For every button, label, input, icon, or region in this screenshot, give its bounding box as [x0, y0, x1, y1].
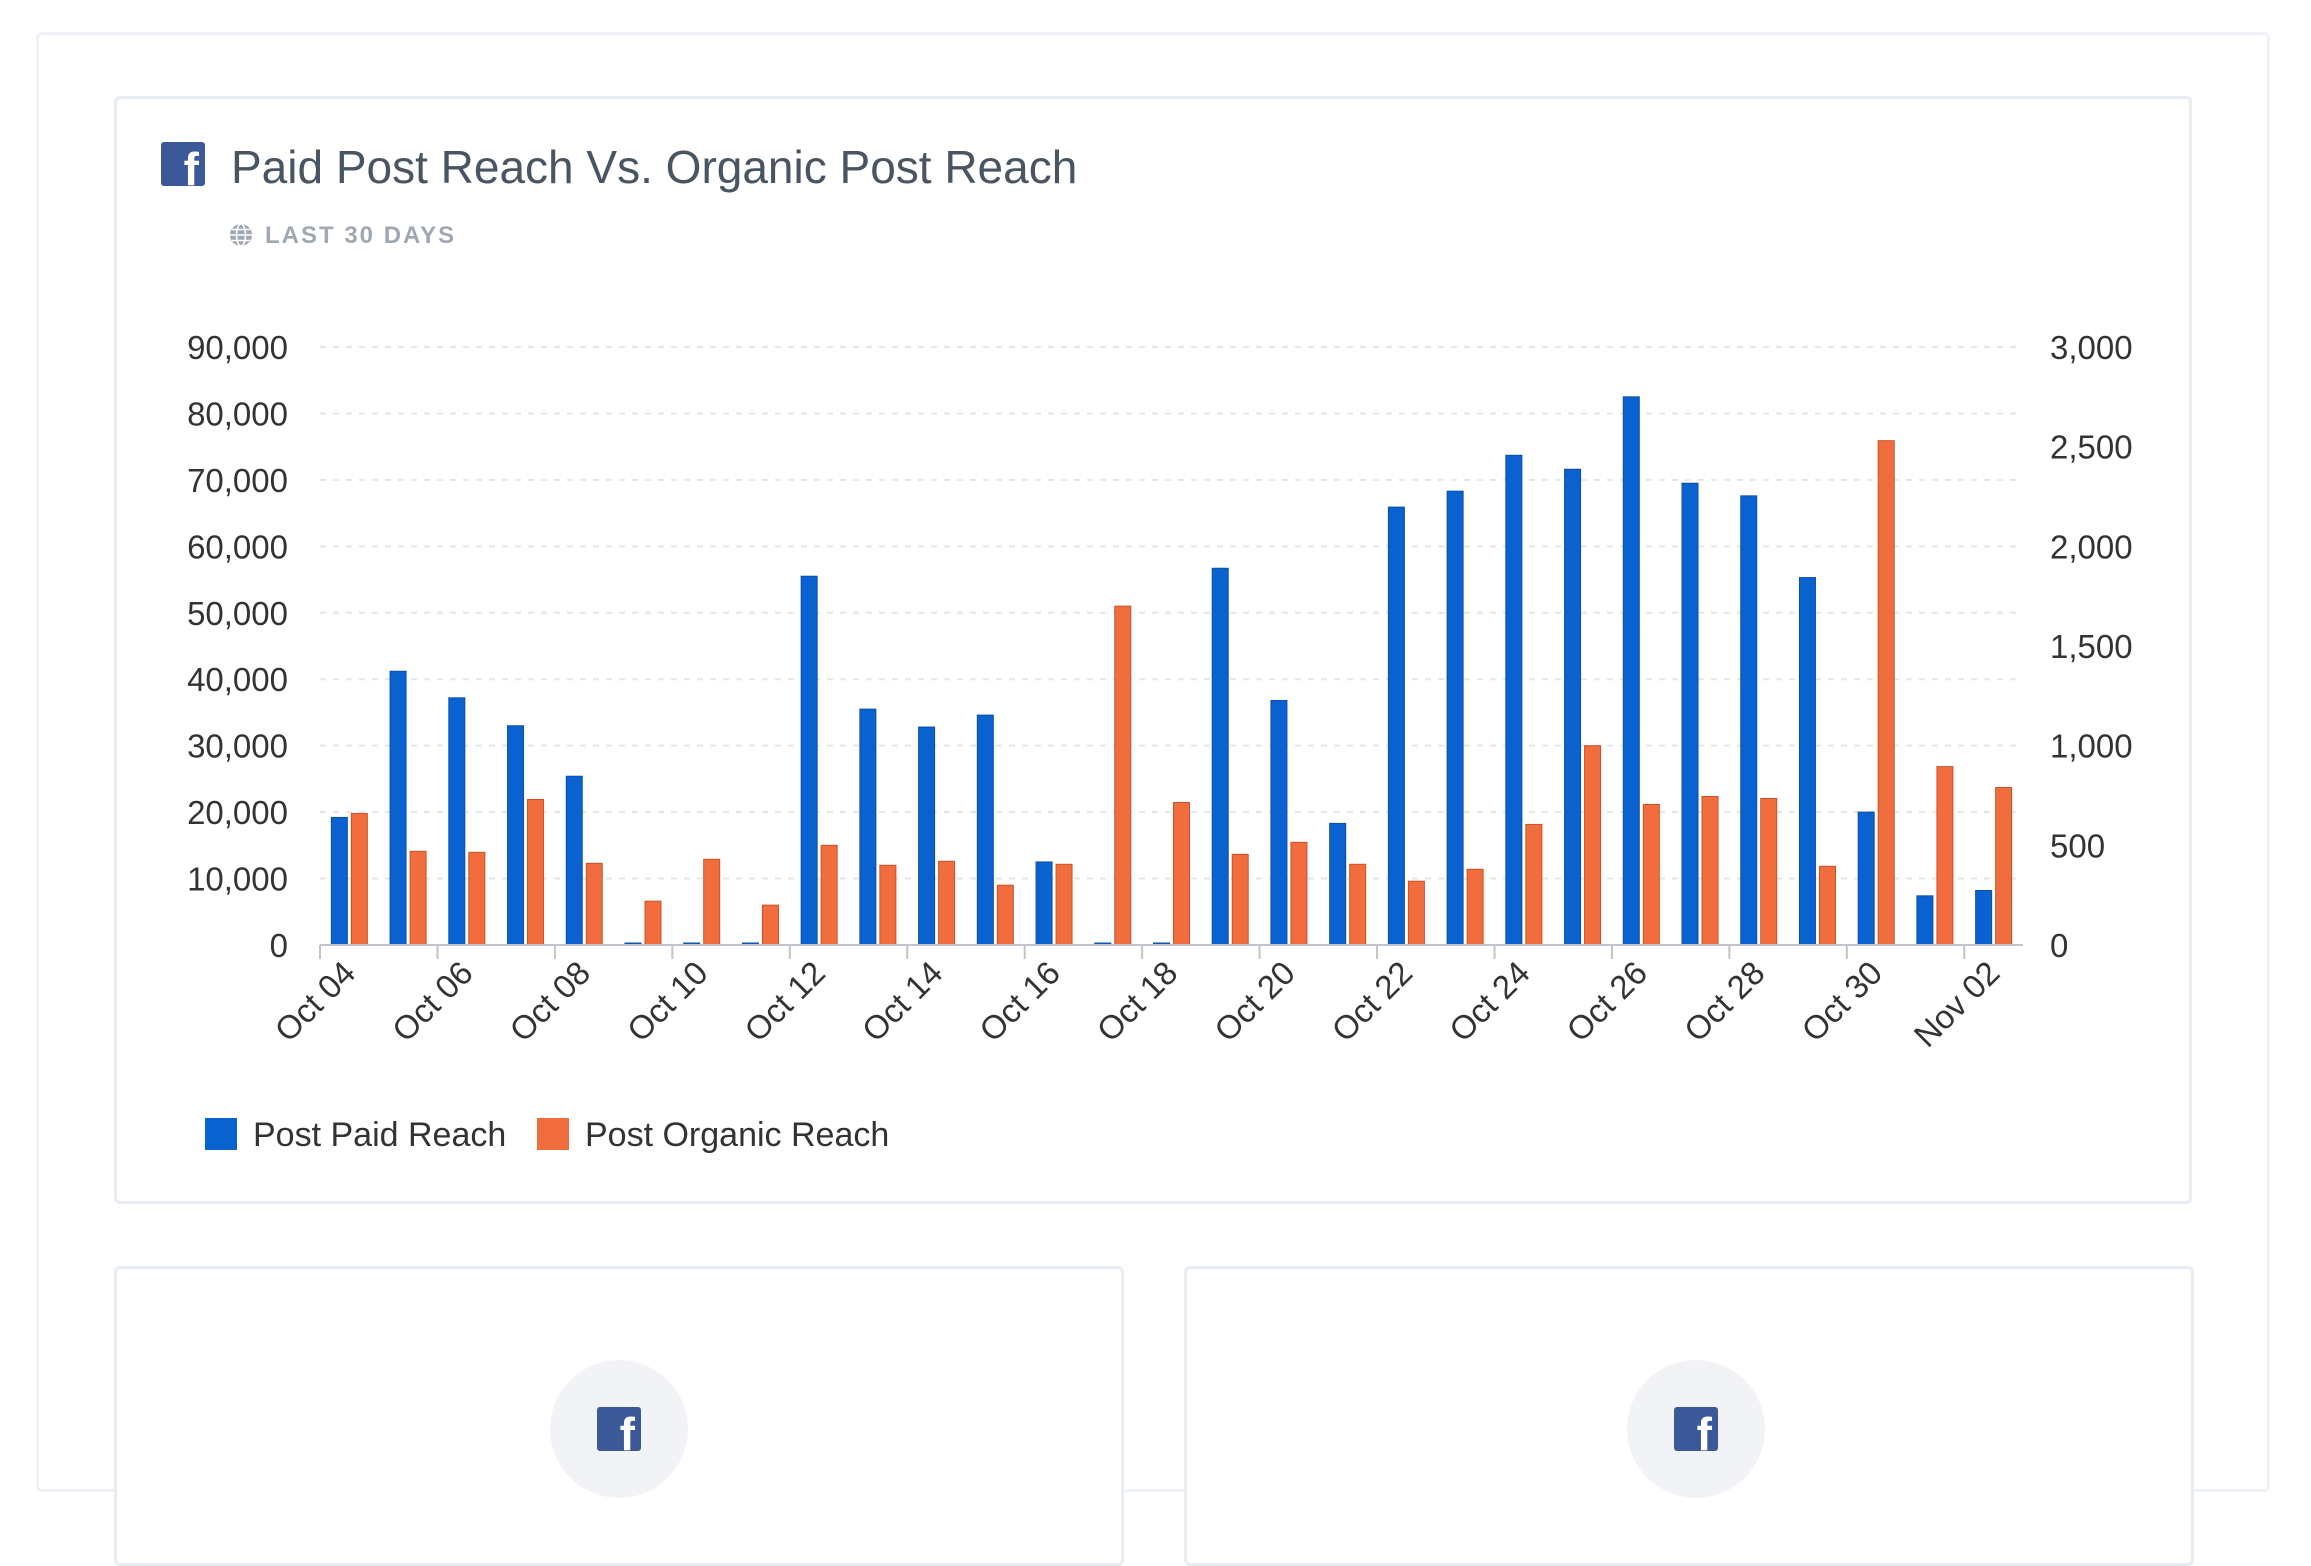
paid-reach-bar — [448, 697, 466, 946]
paid-reach-bar — [976, 714, 994, 946]
legend-label: Post Paid Reach — [253, 1116, 506, 1154]
legend-swatch — [205, 1118, 237, 1150]
right-axis-tick-label: 1,000 — [2050, 728, 2133, 765]
x-axis-tick-label: Oct 06 — [385, 954, 480, 1049]
organic-reach-bar — [644, 900, 662, 946]
x-axis-tick-label: Oct 28 — [1677, 954, 1772, 1049]
x-axis-tick-label: Oct 12 — [737, 954, 832, 1049]
x-axis-tick-label: Oct 22 — [1324, 954, 1419, 1049]
organic-reach-bar — [1173, 801, 1190, 946]
paid-reach-bar — [389, 670, 407, 946]
legend-label: Post Organic Reach — [585, 1116, 889, 1154]
x-axis-tick-label: Oct 24 — [1442, 954, 1537, 1049]
organic-reach-bar — [1466, 868, 1484, 946]
paid-reach-bar — [1446, 490, 1464, 946]
left-axis-tick-label: 60,000 — [187, 528, 288, 565]
paid-reach-bar — [1329, 822, 1347, 946]
organic-reach-bar — [1407, 880, 1425, 946]
x-axis-tick-label: Nov 02 — [1906, 954, 2006, 1054]
paid-reach-bar — [1916, 895, 1934, 946]
x-axis-tick-label: Oct 14 — [855, 954, 950, 1049]
organic-reach-bar — [1584, 745, 1602, 946]
organic-reach-bar — [1114, 605, 1132, 946]
organic-reach-bar — [1290, 841, 1308, 946]
x-axis-tick-label: Oct 30 — [1794, 954, 1889, 1049]
organic-reach-bar — [1525, 823, 1543, 946]
organic-reach-bar — [820, 844, 838, 946]
organic-reach-bar — [1055, 863, 1073, 946]
paid-reach-bar — [1622, 396, 1640, 946]
organic-reach-bar — [996, 884, 1014, 946]
paid-reach-bar — [565, 775, 583, 946]
organic-reach-bar — [1877, 440, 1895, 946]
paid-reach-bar — [1975, 890, 1993, 946]
paid-reach-bar — [507, 725, 525, 946]
facebook-icon: f — [597, 1407, 641, 1451]
organic-reach-bar — [1936, 766, 1954, 946]
x-axis-tick-label: Oct 26 — [1559, 954, 1654, 1049]
organic-reach-bar — [527, 798, 545, 946]
organic-reach-bar — [1231, 853, 1249, 946]
organic-reach-bar — [938, 860, 956, 946]
paid-reach-bar — [918, 726, 936, 946]
x-axis-tick-label: Oct 20 — [1207, 954, 1302, 1049]
left-axis-tick-label: 30,000 — [187, 728, 288, 765]
left-axis-tick-label: 70,000 — [187, 462, 288, 499]
reach-bar-chart: 0 10,000 20,000 30,000 40,000 50,000 60,000 70,… — [187, 329, 2133, 1154]
organic-reach-bar — [409, 850, 427, 946]
paid-reach-bar — [1857, 811, 1875, 946]
x-axis-tick-label: Oct 18 — [1090, 954, 1185, 1049]
paid-reach-bar — [1387, 506, 1405, 946]
organic-reach-bar — [1995, 787, 2013, 946]
organic-reach-bar — [585, 862, 603, 946]
organic-reach-bar — [879, 864, 897, 946]
right-axis-tick-label: 0 — [2050, 927, 2068, 964]
left-axis-tick-label: 80,000 — [187, 395, 288, 432]
paid-reach-bar — [800, 575, 818, 946]
paid-reach-bar — [1270, 699, 1288, 946]
right-axis-tick-label: 2,500 — [2050, 429, 2133, 466]
left-axis-tick-label: 0 — [270, 927, 288, 964]
left-axis-tick-label: 90,000 — [187, 329, 288, 366]
left-axis-tick-label: 40,000 — [187, 661, 288, 698]
organic-reach-bar — [468, 851, 486, 946]
date-range-label: LAST 30 DAYS — [265, 222, 457, 249]
globe-icon — [230, 223, 252, 247]
paid-reach-bar — [1035, 861, 1053, 946]
paid-reach-bar — [859, 708, 877, 946]
paid-reach-bar — [1798, 577, 1816, 946]
paid-reach-bar — [1211, 567, 1229, 946]
organic-reach-bar — [1760, 797, 1778, 946]
paid-reach-bar — [330, 816, 348, 946]
paid-reach-bar — [1740, 495, 1758, 946]
x-axis-tick-label: Oct 04 — [267, 954, 362, 1049]
organic-reach-bar — [1349, 863, 1367, 946]
organic-reach-bar — [1642, 803, 1660, 946]
paid-reach-bar — [1681, 482, 1699, 946]
organic-reach-bar — [703, 858, 721, 946]
facebook-icon: f — [161, 142, 205, 192]
paid-reach-bar — [1505, 454, 1523, 946]
right-axis-tick-label: 500 — [2050, 827, 2105, 864]
paid-reach-bar — [1564, 468, 1582, 946]
reach-chart-card — [114, 96, 2192, 1204]
x-axis-tick-label: Oct 08 — [502, 954, 597, 1049]
left-axis-tick-label: 20,000 — [187, 794, 288, 831]
card-title: Paid Post Reach Vs. Organic Post Reach — [231, 141, 1078, 193]
x-axis-tick-label: Oct 10 — [620, 954, 715, 1049]
left-axis-tick-label: 50,000 — [187, 595, 288, 632]
organic-reach-bar — [350, 812, 368, 946]
right-axis-tick-label: 2,000 — [2050, 528, 2133, 565]
right-axis-tick-label: 1,500 — [2050, 628, 2133, 665]
legend-swatch — [537, 1118, 569, 1150]
facebook-icon: f — [1674, 1407, 1718, 1451]
organic-reach-bar — [1818, 865, 1836, 946]
organic-reach-bar — [761, 904, 779, 946]
left-axis-tick-label: 10,000 — [187, 861, 288, 898]
organic-reach-bar — [1701, 795, 1719, 946]
right-axis-tick-label: 3,000 — [2050, 329, 2133, 366]
x-axis-tick-label: Oct 16 — [972, 954, 1067, 1049]
